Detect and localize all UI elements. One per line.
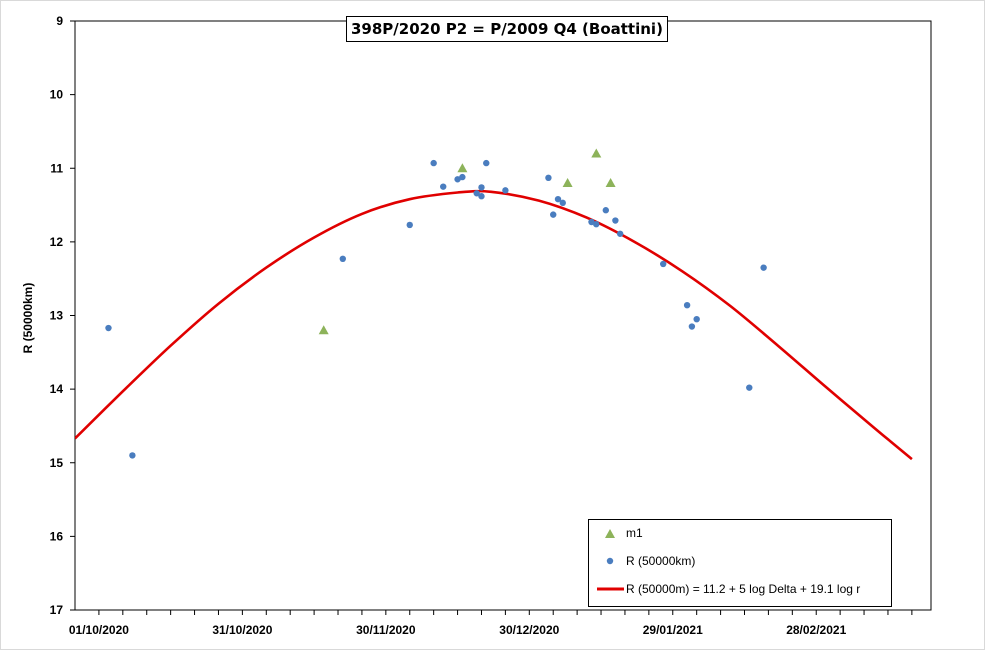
x-axis: 01/10/2020 31/10/2020 30/11/2020 30/12/2020… <box>69 610 913 637</box>
legend-label-m1: m1 <box>626 526 643 540</box>
r-data-point <box>473 190 480 197</box>
y-tick-label: 13 <box>50 309 64 323</box>
r-data-point <box>559 199 566 207</box>
y-axis: 9 10 11 12 13 14 15 16 17 <box>50 14 75 617</box>
r-data-point <box>588 218 595 226</box>
x-tick-label: 29/01/2021 <box>643 623 703 637</box>
y-tick-label: 15 <box>50 456 64 470</box>
r-data-point <box>602 207 610 214</box>
r-data-point <box>406 221 413 229</box>
r-data-point <box>746 384 753 391</box>
r-data-point <box>129 452 136 459</box>
x-tick-label: 30/12/2020 <box>499 623 559 637</box>
x-tick-label: 31/10/2020 <box>212 623 272 637</box>
plot-area <box>74 20 932 611</box>
m1-data-point <box>562 178 573 187</box>
legend-label-r: R (50000km) <box>626 554 696 568</box>
r-data-point <box>616 230 624 237</box>
r-data-point <box>459 173 466 181</box>
y-tick-label: 10 <box>50 88 64 102</box>
r-data-point <box>688 323 696 330</box>
r-data-point <box>502 187 509 194</box>
fit-curve-line <box>75 189 913 461</box>
series-layer <box>75 148 913 461</box>
y-tick-label: 9 <box>56 14 63 28</box>
y-tick-label: 17 <box>50 603 64 617</box>
y-tick-label: 12 <box>50 235 64 249</box>
x-tick-label: 01/10/2020 <box>69 623 129 637</box>
triangle-marker-icon <box>605 529 615 538</box>
m1-data-point <box>605 178 616 187</box>
y-tick-label: 16 <box>50 529 64 543</box>
y-tick-label: 11 <box>50 161 63 175</box>
r-data-point <box>550 211 557 218</box>
r-data-point <box>693 315 700 323</box>
r-data-point <box>478 193 485 200</box>
r-data-point <box>454 176 461 183</box>
m1-data-point <box>591 148 602 158</box>
r-data-point <box>545 174 552 182</box>
r-data-point <box>760 264 767 271</box>
m1-data-point <box>457 163 468 173</box>
r-data-point <box>612 217 619 224</box>
r-data-point <box>554 195 562 203</box>
r-data-point <box>105 324 112 332</box>
x-tick-label: 30/11/2020 <box>356 623 416 637</box>
r-data-point <box>478 184 485 191</box>
r-data-point <box>593 221 600 228</box>
y-axis-label: R (50000km) <box>21 282 35 354</box>
r-data-point <box>660 260 667 268</box>
legend: m1 R (50000km) R (50000m) = 11.2 + 5 log… <box>588 519 892 607</box>
r-data-point <box>430 159 437 167</box>
r-data-point <box>483 159 490 167</box>
chart-title: 398P/2020 P2 = P/2009 Q4 (Boattini) <box>346 16 668 42</box>
r-data-point <box>683 301 691 309</box>
legend-label-fit: R (50000m) = 11.2 + 5 log Delta + 19.1 l… <box>626 582 861 596</box>
r-data-point <box>440 183 447 190</box>
r-data-point <box>339 255 346 263</box>
dot-marker-icon <box>606 557 614 565</box>
line-marker-icon <box>597 587 624 591</box>
x-tick-label: 28/02/2021 <box>786 623 846 637</box>
y-tick-label: 14 <box>50 382 64 396</box>
m1-data-point <box>318 325 329 335</box>
